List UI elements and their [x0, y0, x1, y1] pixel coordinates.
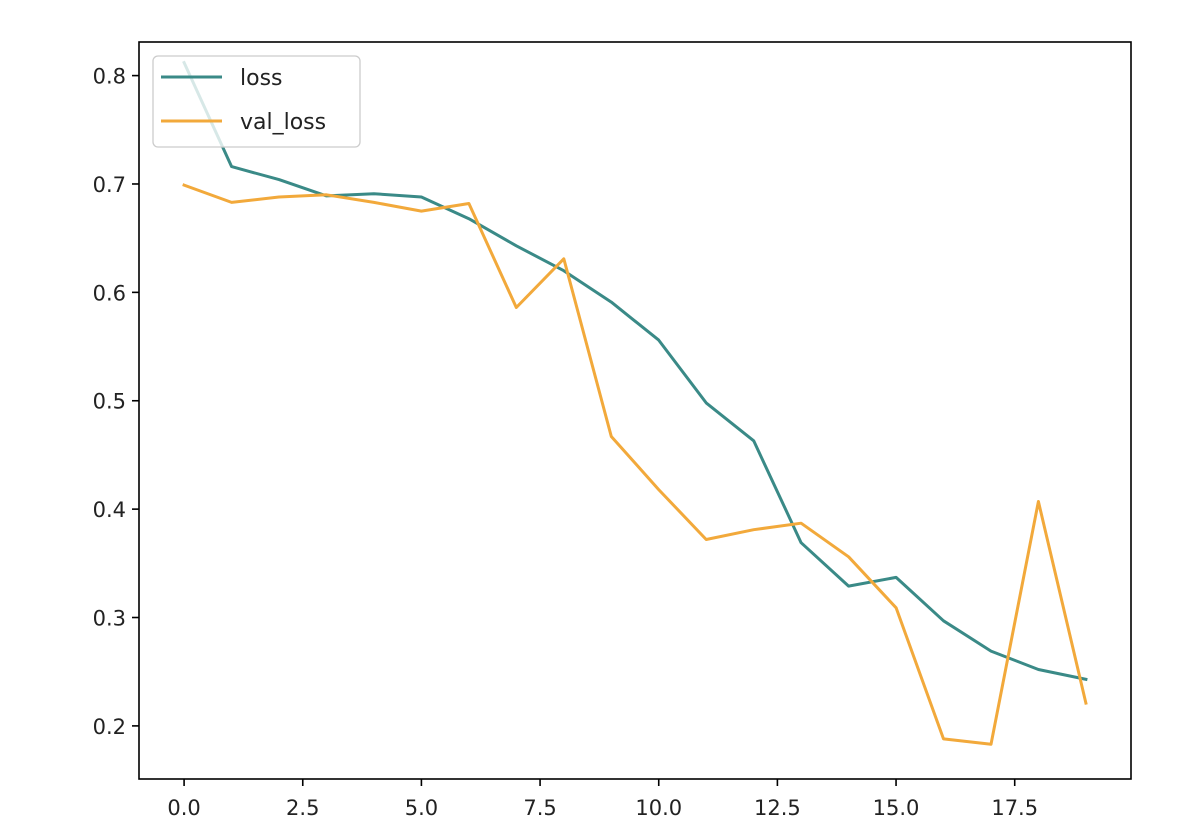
y-tick-label: 0.5	[93, 390, 126, 414]
x-tick-label: 10.0	[635, 796, 682, 820]
legend-label-loss: loss	[240, 66, 283, 91]
legend-label-val-loss: val_loss	[240, 110, 326, 135]
x-tick-label: 2.5	[286, 796, 319, 820]
y-axis: 0.2 0.3 0.4 0.5 0.6 0.7 0.8	[93, 65, 139, 739]
x-tick-label: 15.0	[873, 796, 920, 820]
x-tick-label: 7.5	[523, 796, 556, 820]
y-tick-label: 0.8	[93, 65, 126, 89]
x-tick-label: 17.5	[991, 796, 1038, 820]
y-tick-label: 0.3	[93, 607, 126, 631]
y-tick-label: 0.6	[93, 281, 126, 305]
x-tick-label: 12.5	[754, 796, 801, 820]
x-tick-label: 0.0	[167, 796, 200, 820]
x-axis: 0.0 2.5 5.0 7.5 10.0 12.5 15.0 17.5	[167, 779, 1038, 820]
plot-background	[139, 42, 1131, 779]
legend: loss val_loss	[153, 56, 360, 147]
y-tick-label: 0.7	[93, 173, 126, 197]
y-tick-label: 0.4	[93, 498, 126, 522]
x-tick-label: 5.0	[405, 796, 438, 820]
y-tick-label: 0.2	[93, 715, 126, 739]
